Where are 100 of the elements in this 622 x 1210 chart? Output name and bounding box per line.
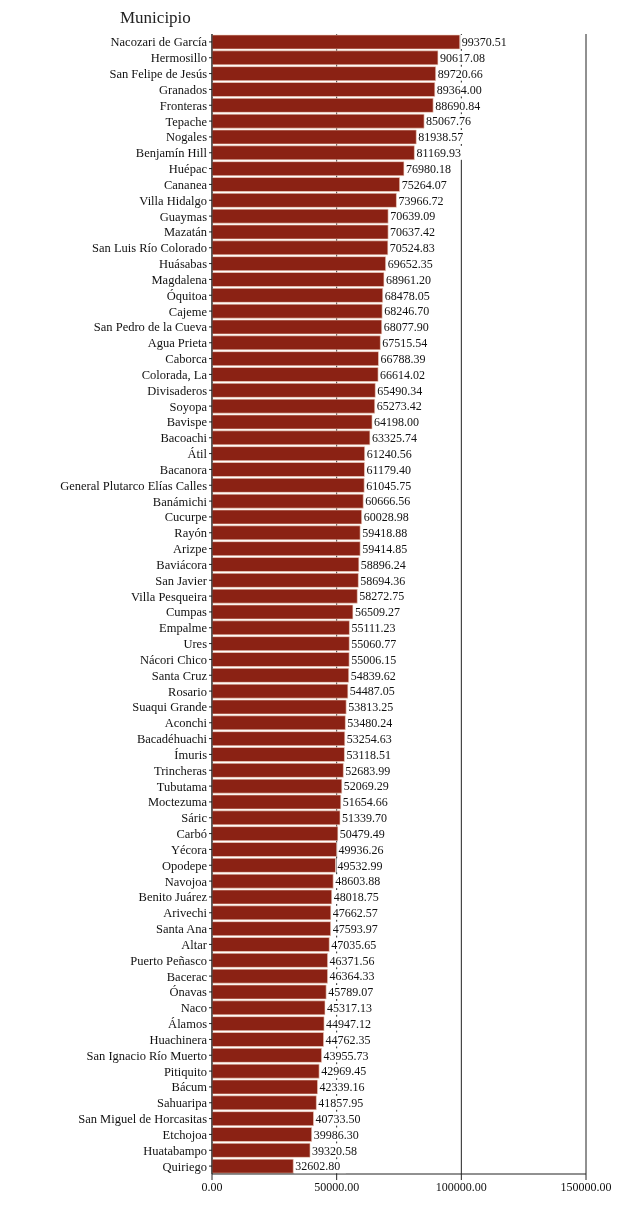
data-label: 70639.09 (390, 209, 436, 224)
y-tick-label: Ures (183, 637, 208, 652)
data-label: 39320.58 (312, 1143, 358, 1158)
data-label: 53480.24 (347, 716, 393, 731)
data-label: 32602.80 (295, 1159, 341, 1174)
y-tick-label: Hermosillo (150, 51, 207, 66)
y-tick-label: Agua Prieta (147, 336, 208, 351)
y-tick-label: Caborca (165, 352, 208, 367)
data-label: 50479.49 (339, 826, 385, 841)
data-label: 61240.56 (366, 446, 412, 461)
y-tick-label: Puerto Peñasco (130, 953, 207, 968)
y-axis-title: Municipio (120, 8, 191, 28)
data-label: 60028.98 (363, 510, 409, 525)
y-tick-label: Villa Hidalgo (139, 193, 207, 208)
y-tick-label: Banámichi (152, 494, 208, 509)
data-label: 73966.72 (398, 193, 444, 208)
data-label: 52069.29 (343, 779, 389, 794)
y-tick-label: Huépac (168, 162, 208, 177)
y-tick-label: Navojoa (164, 874, 208, 889)
y-tick-label: Carbó (176, 827, 207, 842)
y-tick-label: Átil (187, 447, 208, 462)
y-tick-label: Divisaderos (147, 383, 208, 398)
y-tick-label: Cucurpe (164, 510, 208, 525)
data-label: 55006.15 (351, 652, 397, 667)
y-tick-label: Bacadéhuachi (136, 732, 208, 747)
data-label: 41857.95 (318, 1096, 364, 1111)
x-tick-label: 100000.00 (435, 1179, 487, 1194)
data-label: 42969.45 (321, 1064, 367, 1079)
data-label: 45317.13 (326, 1001, 372, 1016)
data-label: 68246.70 (384, 304, 430, 319)
data-label: 43955.73 (323, 1048, 369, 1063)
y-tick-label: Ónavas (169, 985, 208, 1000)
data-label: 44947.12 (326, 1016, 372, 1031)
data-label: 55060.77 (351, 636, 397, 651)
data-label: 48018.75 (333, 890, 379, 905)
x-tick-label: 50000.00 (314, 1179, 360, 1194)
data-label: 47035.65 (331, 937, 377, 952)
y-tick-label: Pitiquito (163, 1064, 207, 1079)
y-tick-label: Tepache (165, 114, 208, 129)
data-label: 39986.30 (313, 1127, 359, 1142)
data-label: 90617.08 (439, 51, 485, 66)
y-tick-label: Fronteras (159, 98, 208, 113)
y-tick-label: San Javier (155, 573, 208, 588)
data-label: 99370.51 (461, 35, 507, 50)
data-label: 61179.40 (366, 462, 412, 477)
data-label: 42339.16 (319, 1080, 365, 1095)
data-label: 64198.00 (374, 415, 420, 430)
data-label: 66788.39 (380, 351, 426, 366)
y-tick-label: Nacozari de García (110, 35, 208, 50)
y-tick-label: Guaymas (159, 209, 208, 224)
y-tick-label: Álamos (168, 1017, 208, 1032)
y-tick-label: Etchojoa (162, 1127, 208, 1142)
y-tick-label: San Pedro de la Cueva (93, 320, 208, 335)
data-label: 47593.97 (332, 921, 378, 936)
data-label: 55111.23 (351, 621, 396, 636)
y-tick-label: Colorada, La (141, 367, 208, 382)
data-label: 54487.05 (349, 684, 395, 699)
data-label: 81938.57 (418, 130, 464, 145)
data-label: 51654.66 (342, 795, 388, 810)
y-tick-label: Bacoachi (160, 431, 208, 446)
y-tick-label: Villa Pesqueira (131, 589, 208, 604)
data-label: 61045.75 (366, 478, 412, 493)
data-label: 49532.99 (337, 858, 383, 873)
y-tick-label: Ímuris (174, 747, 208, 762)
data-label: 47662.57 (332, 906, 378, 921)
y-tick-label: Benjamín Hill (135, 146, 208, 161)
y-tick-label: Sahuaripa (157, 1096, 208, 1111)
y-tick-label: Rayón (174, 526, 208, 541)
x-tick-label: 0.00 (201, 1179, 223, 1194)
y-tick-label: Rosario (168, 684, 207, 699)
data-label: 46364.33 (329, 969, 375, 984)
data-label: 54839.62 (350, 668, 396, 683)
data-label: 58272.75 (359, 589, 405, 604)
data-label: 65490.34 (377, 383, 423, 398)
y-tick-label: Mazatán (163, 225, 208, 240)
data-label: 53813.25 (348, 700, 394, 715)
data-label: 69652.35 (387, 256, 433, 271)
data-label: 66614.02 (380, 367, 426, 382)
y-tick-label: Sáric (181, 811, 208, 826)
y-tick-label: Santa Ana (155, 922, 208, 937)
y-tick-label: Naco (180, 1001, 207, 1016)
y-tick-label: Huatabampo (143, 1143, 207, 1158)
data-label: 51339.70 (342, 811, 388, 826)
y-tick-label: Empalme (159, 621, 208, 636)
data-label: 60666.56 (365, 494, 411, 509)
y-tick-label: Santa Cruz (151, 668, 208, 683)
y-tick-label: Nácori Chico (140, 652, 207, 667)
data-label: 59418.88 (362, 526, 408, 541)
data-label: 68478.05 (384, 288, 430, 303)
data-label: 63325.74 (371, 431, 417, 446)
data-label: 68077.90 (383, 320, 429, 335)
y-tick-label: Moctezuma (147, 795, 208, 810)
y-tick-label: Baviácora (156, 557, 208, 572)
data-label: 49936.26 (338, 842, 384, 857)
y-tick-label: Cumpas (166, 605, 208, 620)
y-tick-label: Bavispe (166, 415, 208, 430)
data-label: 53118.51 (346, 747, 391, 762)
data-label: 81169.93 (416, 146, 461, 161)
y-tick-label: Trincheras (153, 763, 208, 778)
data-label: 75264.07 (401, 177, 447, 192)
